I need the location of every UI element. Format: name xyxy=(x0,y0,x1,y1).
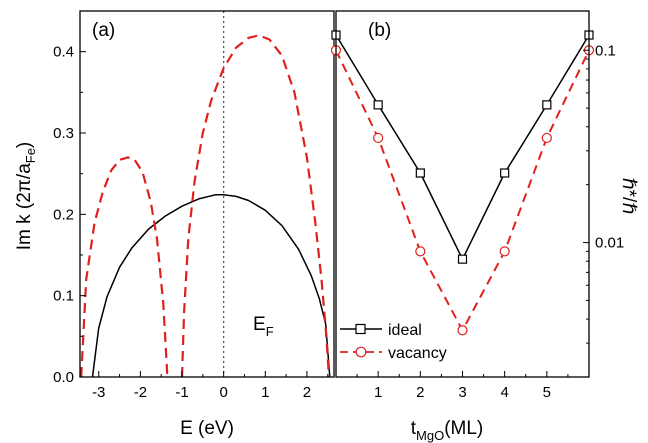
legend-item-ideal: ideal xyxy=(340,322,422,339)
panel-b-x-tick-label: 2 xyxy=(416,384,424,401)
panel-b-ideal-point xyxy=(457,254,468,264)
panel-a-x-tick-label: -1 xyxy=(175,384,188,401)
panel-a-series-0-line xyxy=(91,194,331,378)
panel-b-ideal-point xyxy=(373,100,383,110)
panel-b-x-axis-label: tMgO(ML) xyxy=(411,418,484,443)
panel-b-series-ideal-line xyxy=(335,34,590,260)
panel-a-series-1-line xyxy=(80,156,169,378)
legend: ideal vacancy xyxy=(340,322,447,362)
fermi-annotation: EF xyxy=(253,314,274,339)
panel-b-vacancy-point xyxy=(415,246,426,257)
panel-b-vacancy-point xyxy=(541,132,552,144)
panel-b-y-tick-label: 0.1 xyxy=(595,42,616,59)
legend-vacancy-label: vacancy xyxy=(388,345,447,362)
panel-a-y-tick-label: 0.1 xyxy=(53,288,74,305)
panel-a-x-tick-label: 0 xyxy=(219,384,227,401)
panel-a-y-tick-label: 0.0 xyxy=(53,369,74,386)
panel-a-y-tick-label: 0.3 xyxy=(53,125,74,142)
legend-ideal-marker xyxy=(355,323,366,335)
panel-a-y-ticks: 0.0 0.1 0.2 0.3 0.4 xyxy=(53,10,86,386)
panel-b-ideal-point xyxy=(542,100,552,110)
panel-a-x-tick-label: 1 xyxy=(261,384,269,401)
panel-b-series xyxy=(330,30,595,336)
panel-a: -3 -2 -1 0 1 2 0.00.10.20.30.4 (a) EF E (eV) … xyxy=(14,10,335,439)
legend-item-vacancy: vacancy xyxy=(340,345,447,362)
panel-b-y-ticks: 0.01 0.1 xyxy=(583,42,624,378)
panel-a-x-tick-label: -3 xyxy=(92,384,105,401)
legend-ideal-label: ideal xyxy=(388,322,422,339)
panel-b: 1 2 3 4 5 0.01 0.1 (b) tMgO(ML) ℏ*/ℏ ideal va… xyxy=(330,10,639,443)
panel-b-x-tick-label: 1 xyxy=(374,384,382,401)
panel-a-label: (a) xyxy=(92,20,115,41)
panel-b-y-tick-label: 0.01 xyxy=(595,235,624,252)
panel-a-x-tick-label: 2 xyxy=(303,384,311,401)
panel-b-x-tick-label: 4 xyxy=(500,384,508,401)
panel-a-x-ticks: -3 -2 -1 0 1 2 xyxy=(92,371,329,401)
panel-b-vacancy-point xyxy=(499,246,510,257)
panel-a-y-tick-label: 0.2 xyxy=(53,206,74,223)
panel-b-label: (b) xyxy=(368,20,391,41)
panel-a-y-axis-label: Im k (2π/aFe) xyxy=(14,142,38,251)
panel-b-series-vacancy-line xyxy=(335,49,590,332)
panel-b-vacancy-point xyxy=(373,132,384,144)
panel-b-frame xyxy=(335,10,590,378)
panel-b-ideal-point xyxy=(415,168,425,178)
legend-vacancy-marker xyxy=(355,346,367,358)
panel-a-series xyxy=(80,34,331,378)
panel-a-x-tick-label: -2 xyxy=(134,384,147,401)
panel-a-x-axis-label: E (eV) xyxy=(180,418,234,439)
panel-b-x-tick-label: 5 xyxy=(543,384,551,401)
panel-b-x-tick-label: 3 xyxy=(458,384,466,401)
panel-a-series-2-line xyxy=(180,34,331,378)
panel-b-vacancy-point xyxy=(457,325,468,336)
panel-a-frame xyxy=(79,10,335,378)
panel-a-y-tick-label: 0.4 xyxy=(53,44,74,61)
panel-b-x-ticks: 1 2 3 4 5 xyxy=(356,371,569,401)
panel-b-ideal-point xyxy=(500,168,510,178)
panel-b-y-axis-label: ℏ*/ℏ xyxy=(618,178,639,215)
